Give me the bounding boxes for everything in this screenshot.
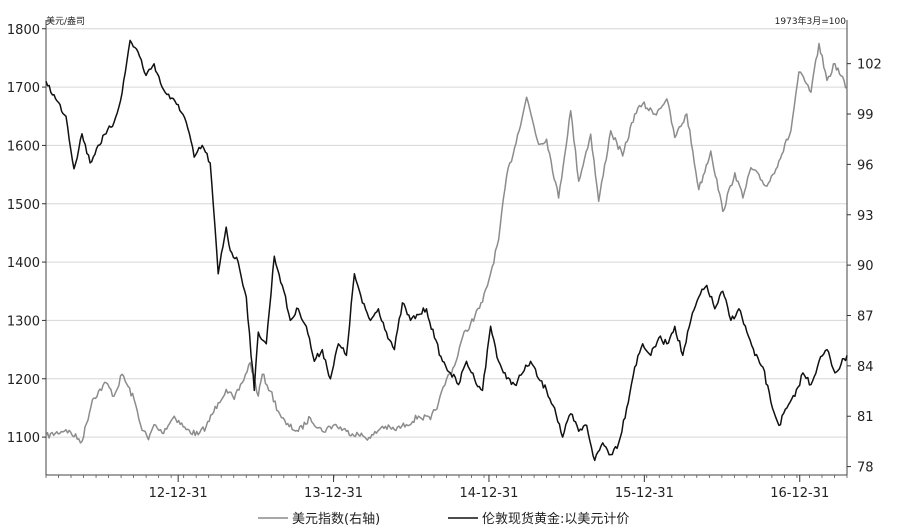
right-tick-label: 84 xyxy=(857,360,874,375)
right-tick-label: 78 xyxy=(857,461,874,476)
right-tick-label: 81 xyxy=(857,410,874,425)
plot-frame xyxy=(45,20,848,476)
x-tick-label: 13-12-31 xyxy=(304,486,363,501)
right-tick-label: 99 xyxy=(857,108,874,123)
left-tick-label: 1700 xyxy=(7,81,40,96)
right-tick-label: 87 xyxy=(857,309,874,324)
x-tick-label: 14-12-31 xyxy=(459,486,518,501)
left-axis-unit: 美元/盎司 xyxy=(46,15,85,27)
x-axis-ticks: 12-12-31 13-12-31 14-12-31 15-12-31 16-12-31 xyxy=(45,475,848,501)
legend-label-0: 美元指数(右轴) xyxy=(292,512,380,527)
right-tick-label: 93 xyxy=(857,209,874,224)
series-line-1 xyxy=(45,39,848,462)
right-tick-label: 96 xyxy=(857,158,874,173)
right-tick-label: 102 xyxy=(857,58,882,73)
left-tick-label: 1100 xyxy=(7,431,40,446)
left-tick-label: 1200 xyxy=(7,373,40,388)
left-tick-label: 1300 xyxy=(7,314,40,329)
right-axis-unit: 1973年3月=100 xyxy=(775,15,847,27)
x-tick-label: 12-12-31 xyxy=(149,486,208,501)
x-tick-label: 16-12-31 xyxy=(770,486,829,501)
left-tick-label: 1800 xyxy=(7,23,40,38)
left-tick-label: 1600 xyxy=(7,139,40,154)
series-line-0 xyxy=(45,42,848,444)
left-tick-label: 1500 xyxy=(7,198,40,213)
left-axis-ticks: 1100 1200 1300 1400 1500 1600 1700 1800 xyxy=(7,23,46,446)
series-lines xyxy=(45,39,848,462)
legend-label-1: 伦敦现货黄金:以美元计价 xyxy=(482,511,629,527)
left-tick-label: 1400 xyxy=(7,256,40,271)
gridlines xyxy=(46,28,847,438)
x-tick-label: 15-12-31 xyxy=(615,486,674,501)
right-tick-label: 90 xyxy=(857,259,874,274)
right-axis-ticks: 78 81 84 87 90 93 96 99 102 xyxy=(847,58,882,476)
legend: 美元指数(右轴) 伦敦现货黄金:以美元计价 xyxy=(258,511,629,527)
